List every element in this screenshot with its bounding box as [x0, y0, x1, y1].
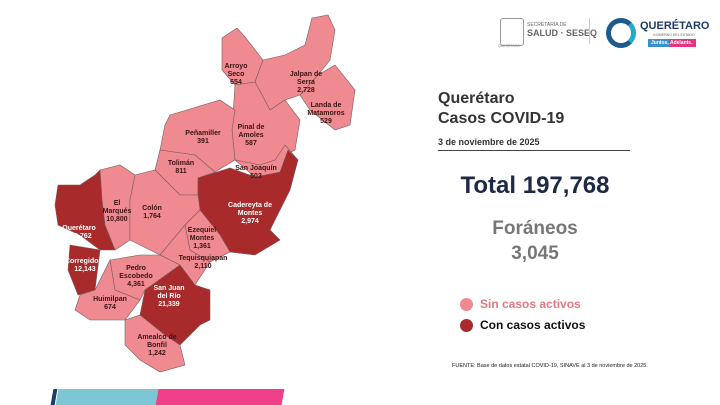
- municipality-name: Pinal de: [238, 124, 265, 131]
- municipality-amealco-de-bonfil: [124, 314, 186, 373]
- seseq-logo-line2: SALUD · SESEQ: [527, 28, 598, 38]
- municipality-cases: 10,800: [106, 216, 128, 223]
- municipality-cases: 529: [320, 118, 332, 125]
- municipality-penamiller: [159, 99, 236, 173]
- municipality-name: Tequisquiapan: [179, 255, 228, 262]
- seseq-logo-sub: QUERÉTARO: [498, 44, 520, 48]
- logo-divider: [589, 18, 590, 44]
- municipality-name: Amoles: [238, 132, 263, 139]
- municipality-name: San Joaquín: [235, 165, 277, 172]
- queretaro-q-logo-icon: [606, 18, 636, 48]
- municipality-name: Querétaro: [62, 225, 95, 232]
- municipality-name: Serra: [297, 79, 315, 86]
- state-seal-icon: [500, 18, 524, 46]
- municipality-name: Marqués: [103, 208, 132, 215]
- municipality-name: San Juan: [153, 285, 184, 292]
- municipality-cases: 1,361: [193, 243, 211, 250]
- seseq-logo-line1: SECRETARÍA DE: [527, 22, 567, 28]
- legend-label: Sin casos activos: [480, 297, 581, 311]
- municipality-name: Jalpan de: [290, 71, 322, 78]
- municipality-name: Tolimán: [168, 160, 194, 167]
- municipality-cases: 1,764: [143, 213, 161, 220]
- gov-logo-slogan: Juntos, Adelante.: [648, 39, 696, 47]
- municipality-name: Ezequiel: [188, 227, 216, 234]
- gov-logo-name: QUERÉTARO: [640, 20, 710, 32]
- panel-subtitle: Casos COVID-19: [438, 110, 565, 127]
- municipality-name: Escobedo: [119, 273, 152, 280]
- legend-item-inactive: Sin casos activos: [460, 297, 581, 311]
- municipality-cases: 21,339: [158, 301, 180, 308]
- municipality-cases: 2,110: [194, 263, 211, 270]
- municipality-cases: 503: [250, 173, 262, 180]
- municipality-name: Montes: [190, 235, 215, 242]
- municipality-name: El: [114, 200, 121, 207]
- municipality-cases: 654: [230, 79, 242, 86]
- municipality-name: Colón: [142, 205, 162, 212]
- total-cases: Total 197,768: [460, 172, 610, 199]
- municipality-landa-de-matamoros: [299, 64, 356, 131]
- municipality-cases: 2,728: [297, 87, 315, 94]
- foraneos-label: Foráneos: [492, 218, 578, 239]
- municipality-name: del Río: [157, 293, 180, 300]
- municipality-name: Pedro: [126, 265, 146, 272]
- municipality-name: Amealco de: [137, 334, 176, 341]
- report-date: 3 de noviembre de 2025: [438, 137, 540, 147]
- municipality-cases: 4,361: [127, 281, 145, 288]
- footer-bar-pink: [155, 389, 285, 405]
- municipality-cases: 674: [104, 304, 116, 311]
- municipality-cases: 129,762: [66, 233, 91, 240]
- panel-title: Querétaro: [438, 90, 515, 107]
- municipality-cases: 12,143: [74, 266, 96, 273]
- gov-logo-sub: GOBIERNO DEL ESTADO: [653, 33, 695, 37]
- municipality-cases: 587: [245, 140, 257, 147]
- footer-bar-cyan: [55, 389, 159, 405]
- municipality-name: Matamoros: [307, 110, 344, 117]
- source-note: FUENTE: Base de datos estatal COVID-19, …: [452, 363, 648, 369]
- municipality-queretaro: [54, 169, 116, 251]
- municipality-cases: 811: [175, 168, 186, 175]
- municipality-cases: 1,242: [148, 350, 166, 357]
- legend-swatch: [460, 318, 473, 332]
- municipality-name: Peñamiller: [185, 130, 221, 137]
- municipality-corregidora: [67, 244, 101, 296]
- municipality-name: Huimilpan: [93, 296, 127, 303]
- legend-item-active: Con casos activos: [460, 318, 585, 332]
- municipality-cases: 391: [197, 138, 209, 145]
- municipality-name: Cadereyta de: [228, 202, 272, 209]
- divider: [438, 150, 630, 151]
- municipality-name: Bonfil: [147, 342, 167, 349]
- municipality-name: Corregidora: [65, 258, 105, 265]
- foraneos-value: 3,045: [511, 243, 559, 264]
- municipality-name: Landa de: [311, 102, 342, 109]
- municipality-name: Arroyo: [225, 63, 248, 70]
- legend-label: Con casos activos: [480, 318, 586, 332]
- municipality-cases: 2,974: [241, 218, 259, 225]
- legend-swatch: [460, 297, 473, 311]
- municipality-name: Montes: [238, 210, 263, 217]
- municipality-huimilpan: [74, 259, 141, 321]
- municipality-name: Seco: [228, 71, 245, 78]
